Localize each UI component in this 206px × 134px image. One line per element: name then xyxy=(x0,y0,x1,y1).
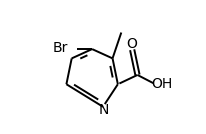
Text: Br: Br xyxy=(52,41,68,55)
Text: N: N xyxy=(98,103,109,117)
Text: O: O xyxy=(127,37,138,51)
Text: OH: OH xyxy=(151,77,172,91)
